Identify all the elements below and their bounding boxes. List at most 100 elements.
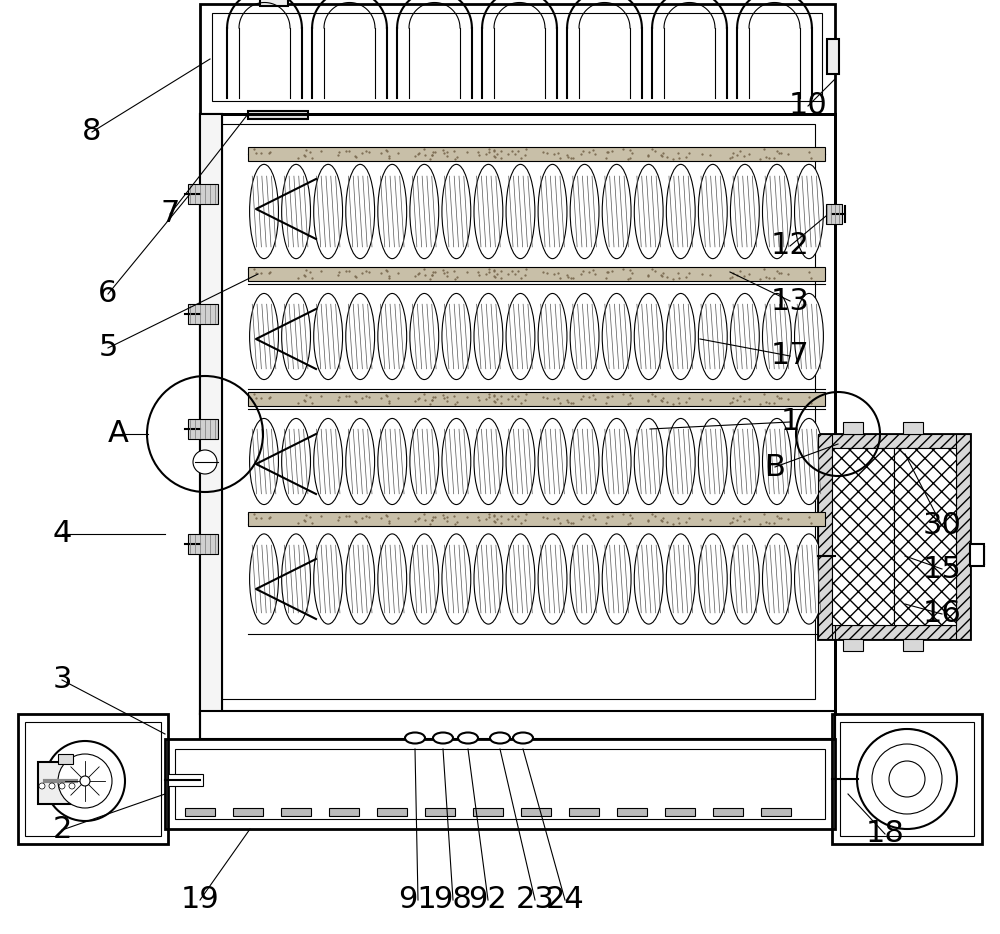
- Text: 24: 24: [546, 885, 584, 914]
- Bar: [818, 434, 970, 448]
- Bar: [200, 114, 222, 714]
- Ellipse shape: [506, 293, 535, 379]
- Text: 18: 18: [866, 819, 904, 848]
- Text: A: A: [108, 419, 128, 448]
- Ellipse shape: [730, 164, 759, 259]
- Bar: [473, 808, 503, 816]
- Bar: [970, 544, 984, 566]
- Bar: [188, 184, 218, 204]
- Ellipse shape: [538, 418, 567, 504]
- Ellipse shape: [730, 534, 759, 624]
- Bar: [956, 434, 970, 639]
- Ellipse shape: [314, 293, 343, 379]
- Circle shape: [39, 783, 45, 789]
- Ellipse shape: [666, 164, 695, 259]
- Bar: [521, 808, 551, 816]
- Bar: [843, 422, 863, 434]
- Ellipse shape: [405, 732, 425, 743]
- Ellipse shape: [730, 418, 759, 504]
- Circle shape: [872, 744, 942, 814]
- Ellipse shape: [490, 732, 510, 743]
- Bar: [832, 714, 982, 844]
- Ellipse shape: [282, 534, 311, 624]
- Bar: [185, 808, 215, 816]
- Text: 7: 7: [160, 200, 180, 229]
- Ellipse shape: [570, 534, 599, 624]
- Circle shape: [58, 754, 112, 808]
- Text: 1: 1: [780, 407, 800, 436]
- Ellipse shape: [346, 534, 375, 624]
- Bar: [200, 4, 835, 114]
- Bar: [617, 808, 647, 816]
- Text: 5: 5: [98, 333, 118, 362]
- Circle shape: [59, 783, 65, 789]
- Text: 4: 4: [52, 519, 72, 548]
- Bar: [248, 392, 825, 406]
- Ellipse shape: [442, 418, 471, 504]
- Ellipse shape: [433, 732, 453, 743]
- Ellipse shape: [378, 418, 407, 504]
- Ellipse shape: [458, 732, 478, 743]
- Ellipse shape: [762, 164, 791, 259]
- Ellipse shape: [698, 293, 727, 379]
- Text: 23: 23: [516, 885, 554, 914]
- Text: 3: 3: [52, 666, 72, 695]
- Bar: [818, 434, 832, 639]
- Ellipse shape: [795, 534, 823, 624]
- Ellipse shape: [634, 293, 663, 379]
- Ellipse shape: [634, 164, 663, 259]
- Ellipse shape: [602, 418, 631, 504]
- Ellipse shape: [410, 418, 439, 504]
- Bar: [18, 714, 168, 844]
- Bar: [832, 448, 894, 625]
- Circle shape: [857, 729, 957, 829]
- Bar: [233, 808, 263, 816]
- Text: 15: 15: [923, 555, 961, 584]
- Bar: [425, 808, 455, 816]
- Bar: [168, 774, 203, 786]
- Ellipse shape: [506, 534, 535, 624]
- Text: 10: 10: [789, 92, 827, 120]
- Text: 98: 98: [434, 885, 472, 914]
- Bar: [212, 13, 822, 101]
- Text: 2: 2: [52, 815, 72, 844]
- Bar: [200, 114, 222, 714]
- Circle shape: [49, 783, 55, 789]
- Ellipse shape: [666, 418, 695, 504]
- Ellipse shape: [442, 164, 471, 259]
- Bar: [894, 448, 956, 625]
- Ellipse shape: [634, 534, 663, 624]
- Ellipse shape: [314, 164, 343, 259]
- Ellipse shape: [442, 293, 471, 379]
- Bar: [260, 0, 288, 6]
- Circle shape: [193, 450, 217, 474]
- Ellipse shape: [666, 534, 695, 624]
- Ellipse shape: [762, 534, 791, 624]
- Circle shape: [69, 783, 75, 789]
- Ellipse shape: [513, 732, 533, 743]
- Bar: [200, 114, 835, 714]
- Ellipse shape: [474, 534, 503, 624]
- Ellipse shape: [698, 534, 727, 624]
- Ellipse shape: [602, 293, 631, 379]
- Ellipse shape: [634, 418, 663, 504]
- Ellipse shape: [795, 418, 823, 504]
- Ellipse shape: [442, 534, 471, 624]
- Ellipse shape: [378, 293, 407, 379]
- Ellipse shape: [762, 418, 791, 504]
- Ellipse shape: [474, 418, 503, 504]
- Bar: [188, 534, 218, 554]
- Bar: [903, 639, 923, 651]
- Bar: [840, 722, 974, 836]
- Bar: [818, 625, 970, 639]
- Bar: [25, 722, 161, 836]
- Ellipse shape: [602, 534, 631, 624]
- Ellipse shape: [314, 534, 343, 624]
- Bar: [188, 304, 218, 324]
- Ellipse shape: [602, 164, 631, 259]
- Bar: [248, 111, 308, 119]
- Bar: [38, 762, 76, 804]
- Ellipse shape: [730, 293, 759, 379]
- Bar: [281, 808, 311, 816]
- Bar: [903, 422, 923, 434]
